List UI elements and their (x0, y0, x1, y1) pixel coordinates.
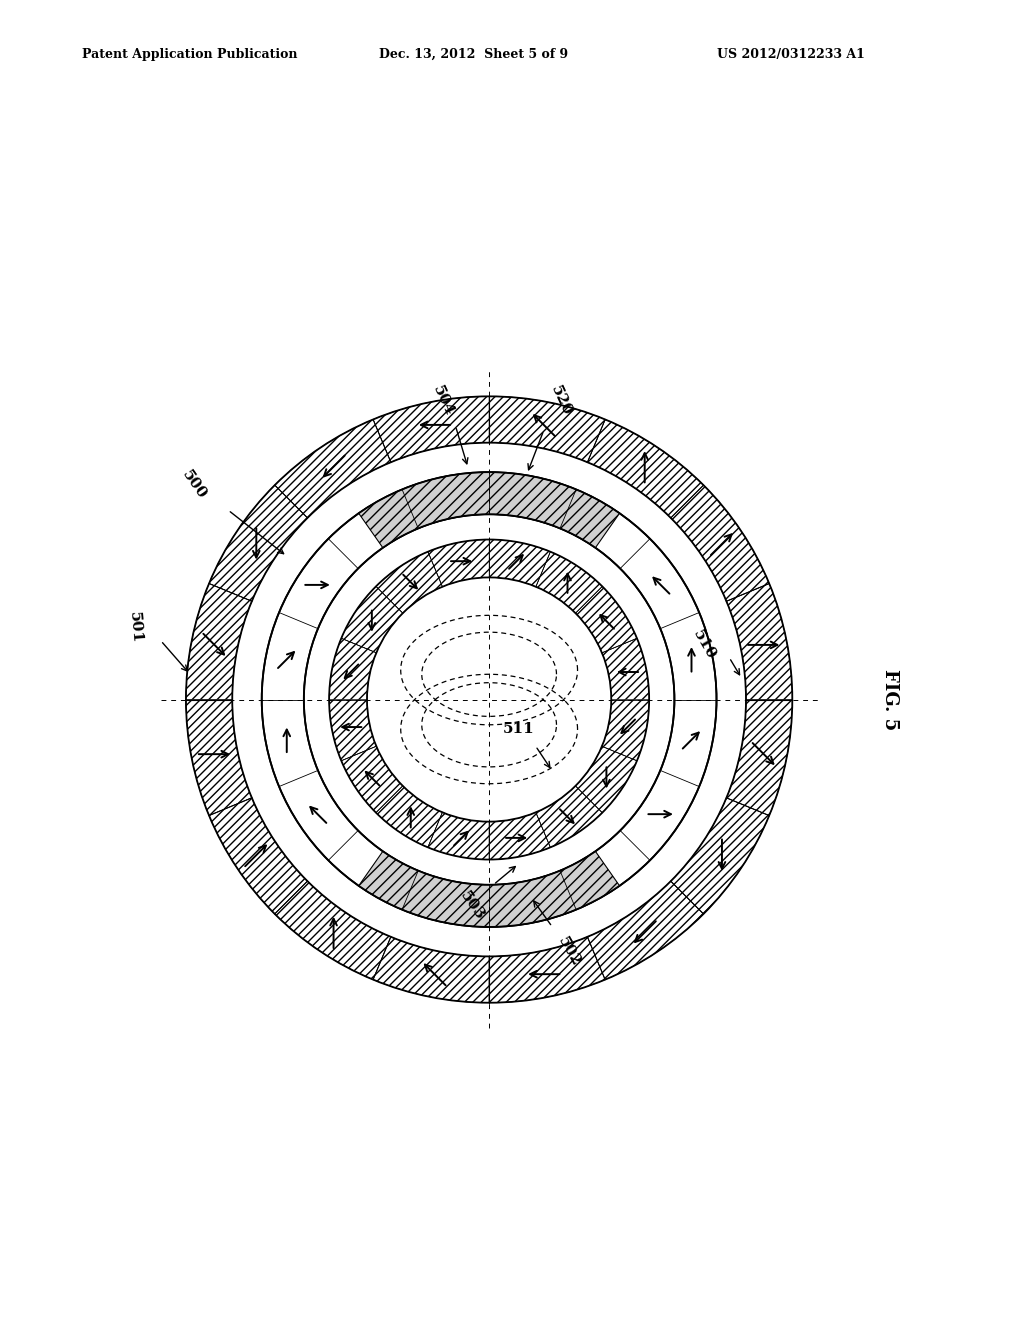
Text: FIG. 5: FIG. 5 (881, 669, 899, 730)
Wedge shape (209, 797, 307, 913)
Text: 502: 502 (555, 935, 583, 969)
Wedge shape (274, 420, 391, 517)
Wedge shape (376, 552, 442, 614)
Text: Dec. 13, 2012  Sheet 5 of 9: Dec. 13, 2012 Sheet 5 of 9 (379, 48, 568, 61)
Wedge shape (376, 785, 442, 847)
Wedge shape (489, 396, 605, 462)
Wedge shape (671, 797, 769, 913)
Wedge shape (575, 746, 637, 813)
Text: US 2012/0312233 A1: US 2012/0312233 A1 (717, 48, 864, 61)
Wedge shape (588, 420, 703, 517)
Wedge shape (329, 639, 376, 700)
Wedge shape (602, 700, 649, 760)
Text: 511: 511 (503, 722, 535, 737)
Text: 510: 510 (690, 627, 718, 663)
Text: Patent Application Publication: Patent Application Publication (82, 48, 297, 61)
Wedge shape (274, 882, 391, 979)
Wedge shape (575, 586, 637, 653)
Wedge shape (671, 486, 769, 601)
Wedge shape (329, 700, 376, 760)
Wedge shape (186, 700, 252, 816)
Wedge shape (341, 586, 402, 653)
Wedge shape (358, 851, 620, 927)
Wedge shape (726, 583, 793, 700)
Wedge shape (186, 583, 252, 700)
Text: 500: 500 (179, 467, 209, 502)
Wedge shape (588, 882, 703, 979)
Wedge shape (428, 812, 489, 859)
Wedge shape (489, 812, 550, 859)
Wedge shape (428, 540, 489, 586)
Wedge shape (536, 785, 602, 847)
Wedge shape (358, 473, 620, 548)
Text: 501: 501 (127, 611, 143, 644)
Wedge shape (489, 540, 550, 586)
Wedge shape (373, 937, 489, 1003)
Wedge shape (489, 937, 605, 1003)
Text: 504: 504 (430, 383, 456, 418)
Wedge shape (602, 639, 649, 700)
Text: 503: 503 (458, 888, 487, 923)
Wedge shape (726, 700, 793, 816)
Wedge shape (373, 396, 489, 462)
Wedge shape (262, 473, 717, 927)
Wedge shape (209, 486, 307, 601)
Wedge shape (341, 746, 402, 813)
Text: 520: 520 (548, 383, 573, 418)
Wedge shape (536, 552, 602, 614)
